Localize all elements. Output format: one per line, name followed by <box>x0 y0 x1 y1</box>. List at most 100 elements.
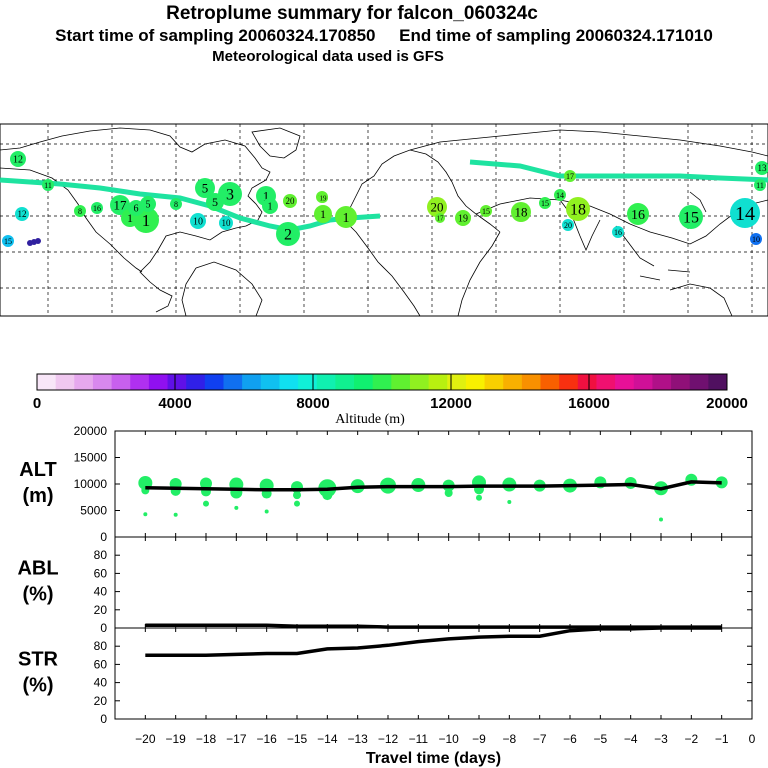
map-point-label: 1 <box>127 211 133 225</box>
colorbar-cell <box>372 374 392 390</box>
map-point: 10 <box>219 216 233 230</box>
altitude-bubble <box>264 509 269 514</box>
colorbar-cell <box>260 374 280 390</box>
coast-north-america <box>0 127 271 313</box>
x-tick-label: −2 <box>684 732 698 746</box>
map-point-marker <box>754 179 766 191</box>
map-point: 20 <box>283 194 297 208</box>
colorbar-tick-label: 0 <box>33 395 41 412</box>
map-point-label: 6 <box>134 204 139 215</box>
map-point-marker <box>750 233 762 245</box>
figure-title: Retroplume summary for falcon_060324c <box>166 3 538 24</box>
map-panel: 1211128161751011355682201911101120171915… <box>0 123 768 317</box>
altitude-bubble <box>507 500 512 505</box>
x-tick-label: −1 <box>715 732 729 746</box>
map-point-marker <box>219 216 233 230</box>
met-data-note: Meteorological data used is GFS <box>212 48 444 65</box>
colorbar-cell <box>130 374 150 390</box>
map-point: 11 <box>42 179 54 191</box>
map-point-label: 3 <box>226 187 234 204</box>
map-point-label: 20 <box>286 196 296 206</box>
map-point: 1 <box>314 205 332 223</box>
colorbar-cell <box>596 374 616 390</box>
map-point-label: 15 <box>541 199 549 208</box>
colorbar-cell <box>521 374 542 390</box>
x-tick-label: −4 <box>624 732 638 746</box>
map-point-marker <box>455 210 471 226</box>
map-point-label: 8 <box>78 207 82 216</box>
map-point-label: 15 <box>4 237 12 246</box>
colorbar-cell <box>204 374 224 390</box>
map-point-marker <box>562 219 574 231</box>
colorbar-cell <box>559 374 579 390</box>
time-series-panels: 20000 15000 10000 5000 0 ALT (m) 80 60 40 20 0 ABL (%… <box>17 424 755 767</box>
x-tick-label: −20 <box>135 732 156 746</box>
map-point-marker <box>91 202 103 214</box>
y-tick-label: 40 <box>94 676 108 690</box>
y-tick-label: 20 <box>94 603 108 617</box>
map-point-label: 13 <box>758 163 768 173</box>
map-point-label: 11 <box>756 181 764 190</box>
colorbar-cell <box>615 374 635 390</box>
map-point-label: 10 <box>752 235 760 244</box>
map-point-label: 14 <box>556 191 564 200</box>
map-point: 5 <box>206 193 224 211</box>
colorbar-cell <box>55 374 75 390</box>
map-point: 17 <box>435 213 445 223</box>
map-point-label: 5 <box>146 200 151 211</box>
panel-label: STR <box>18 649 59 671</box>
map-point: 12 <box>10 151 26 167</box>
map-point: 17 <box>110 195 130 215</box>
x-tick-label: −9 <box>472 732 486 746</box>
x-tick-label: −8 <box>502 732 516 746</box>
series-line-alt <box>145 480 722 492</box>
panel-unit: (%) <box>22 584 53 606</box>
map-point-marker <box>314 205 332 223</box>
map-point-marker <box>2 235 14 247</box>
map-point: 16 <box>612 226 624 238</box>
colorbar-cell <box>354 374 374 390</box>
panel-alt: 20000 15000 10000 5000 0 ALT (m) <box>19 424 753 544</box>
colorbar-cell <box>279 374 299 390</box>
map-point: 1 <box>262 198 278 214</box>
map-point-label: 16 <box>631 208 645 223</box>
map-point: 3 <box>218 182 242 206</box>
map-point-marker <box>190 213 206 229</box>
map-point: 20 <box>562 219 574 231</box>
y-tick-label: 80 <box>94 548 108 562</box>
map-point: 17 <box>564 170 576 182</box>
colorbar-cell <box>708 374 728 390</box>
map-point-label: 18 <box>570 202 586 219</box>
map-point: 13 <box>755 161 768 175</box>
map-point-marker <box>539 197 551 209</box>
map-frame <box>0 123 768 317</box>
map-point: 14 <box>554 189 566 201</box>
map-point-label: 10 <box>222 218 232 228</box>
altitude-bubble <box>476 494 482 501</box>
map-point-marker <box>554 189 566 201</box>
altitude-bubble <box>173 512 178 517</box>
map-point-marker <box>170 198 182 210</box>
x-tick-label: −3 <box>654 732 668 746</box>
map-point-label: 2 <box>284 227 292 244</box>
panel-abl: 80 60 40 20 0 ABL (%) <box>17 536 753 635</box>
panel-label: ABL <box>17 558 58 580</box>
colorbar-cell <box>484 374 504 390</box>
map-point-label: 15 <box>683 210 699 227</box>
map-point-label: 16 <box>614 228 622 237</box>
x-tick-label: −18 <box>196 732 217 746</box>
map-point-marker <box>627 203 649 225</box>
map-point-label: 12 <box>18 209 27 219</box>
map-point: 2 <box>276 222 300 246</box>
coast-greenland <box>251 127 301 159</box>
map-point-label: 17 <box>566 172 574 181</box>
map-point-label: 1 <box>320 207 326 221</box>
colorbar-cells <box>37 374 728 390</box>
colorbar-cell <box>671 374 691 390</box>
colorbar-tick-label: 20000 <box>706 395 748 412</box>
colorbar-cell <box>111 374 131 390</box>
coast-europe-africa <box>345 149 501 317</box>
y-tick-label: 20 <box>94 694 108 708</box>
colorbar-cell <box>74 374 94 390</box>
